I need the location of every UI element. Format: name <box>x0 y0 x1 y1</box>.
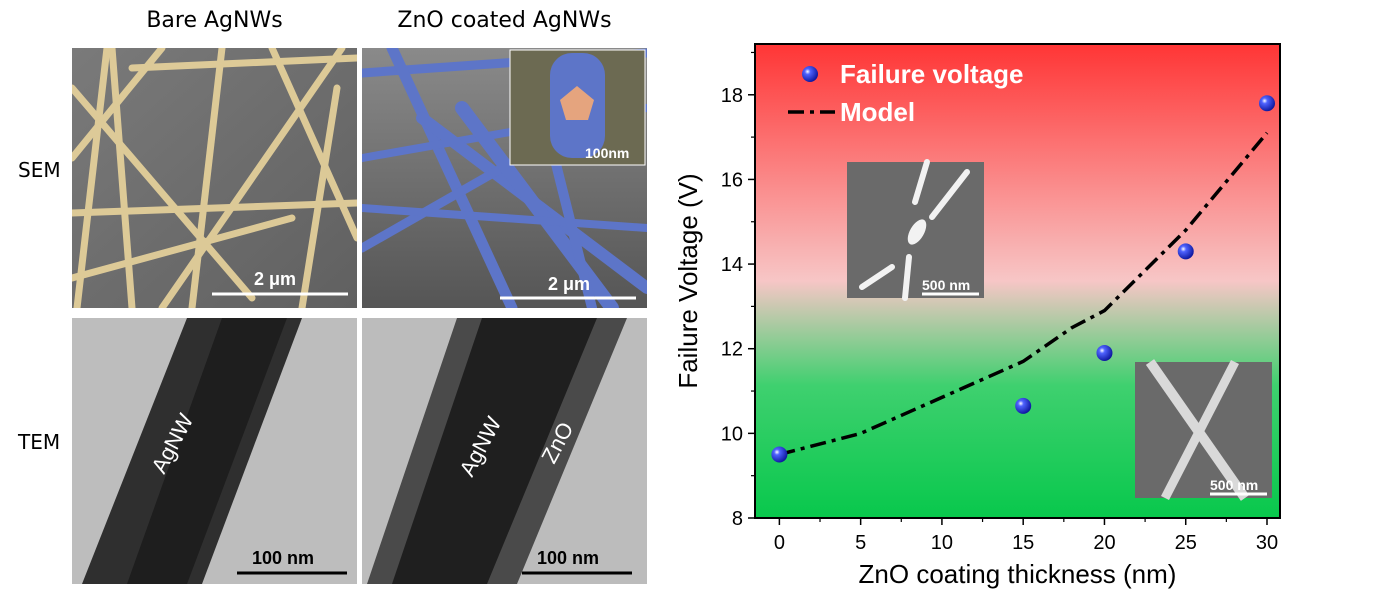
legend-label-model: Model <box>840 97 915 127</box>
sem-bare-image: 2 μm <box>72 48 357 308</box>
plot-frame <box>754 43 1281 519</box>
chart-inset-image: 500 nm <box>847 159 984 301</box>
inset-wire <box>859 264 895 290</box>
inset-wire <box>1160 359 1240 501</box>
scale-bar-label: 2 μm <box>548 274 590 294</box>
scale-bar-label: 100 nm <box>252 548 314 568</box>
x-axis-label: ZnO coating thickness (nm) <box>859 559 1177 589</box>
inset-wire-segment <box>907 219 927 245</box>
legend-label-failure-voltage: Failure voltage <box>840 59 1024 89</box>
x-tick-label: 5 <box>855 532 866 554</box>
x-tick-label: 20 <box>1093 532 1115 554</box>
failure-voltage-point <box>1015 397 1032 414</box>
x-tick-label: 0 <box>774 532 785 554</box>
y-tick-label: 16 <box>721 169 743 191</box>
column-title-bare: Bare AgNWs <box>146 8 283 33</box>
tem-zno-image: AgNW ZnO 100 nm <box>362 318 647 584</box>
failure-voltage-point <box>771 446 788 463</box>
y-tick-label: 12 <box>721 339 743 361</box>
column-title-zno: ZnO coated AgNWs <box>397 8 612 33</box>
x-tick-label: 25 <box>1175 532 1197 554</box>
row-label-sem: SEM <box>18 158 61 182</box>
x-tick-label: 30 <box>1256 532 1278 554</box>
x-tick-label: 10 <box>931 532 953 554</box>
failure-voltage-chart: 500 nm 500 nm 0 5 10 15 20 25 30 8 10 12 14 16 18 ZnO … <box>650 0 1375 600</box>
scale-bar-label: 2 μm <box>254 269 296 289</box>
failure-voltage-point <box>1258 95 1275 112</box>
failure-voltage-point <box>1177 243 1194 260</box>
y-tick-label: 10 <box>721 423 743 445</box>
model-line <box>778 131 1269 457</box>
tem-bare-image: AgNW 100 nm <box>72 318 357 584</box>
scale-bar-label: 100 nm <box>537 548 599 568</box>
y-tick-label: 14 <box>721 254 743 276</box>
legend-marker-failure-voltage <box>802 66 818 82</box>
inset-wire <box>929 169 970 220</box>
inset-wire <box>912 159 930 205</box>
y-axis-label: Failure Voltage (V) <box>673 173 703 388</box>
failure-voltage-point <box>1096 344 1113 361</box>
chart-inset-image: 500 nm <box>1135 359 1272 501</box>
inset-wire <box>902 254 912 301</box>
x-tick-label: 15 <box>1012 532 1034 554</box>
inset-scale-label: 500 nm <box>922 277 970 293</box>
y-tick-label: 18 <box>721 85 743 107</box>
inset-scale-label: 100nm <box>585 145 629 161</box>
y-tick-label: 8 <box>732 508 743 530</box>
inset-scale-label: 500 nm <box>1210 477 1258 493</box>
sem-zno-image: 100nm 2 μm <box>362 48 647 308</box>
row-label-tem: TEM <box>18 430 61 454</box>
